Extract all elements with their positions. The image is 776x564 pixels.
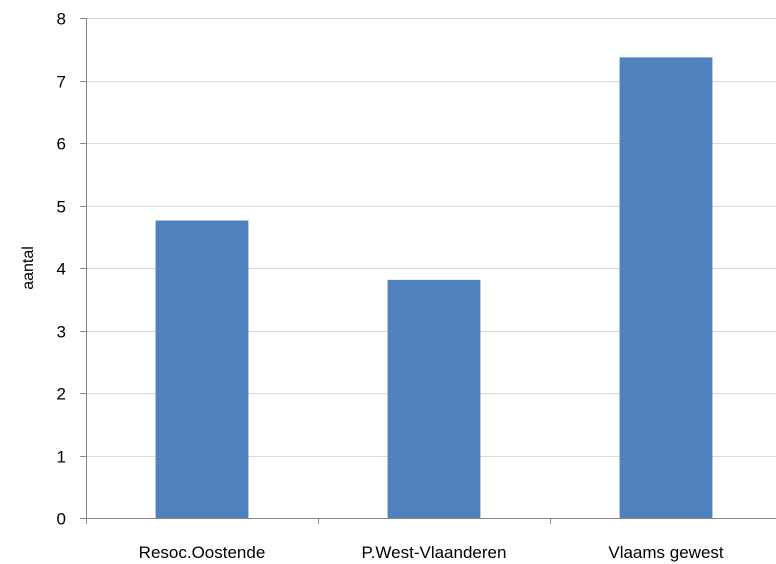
x-category-label: P.West-Vlaanderen (362, 543, 507, 562)
y-tick-label: 2 (57, 385, 66, 404)
y-tick-label: 1 (57, 448, 66, 467)
y-tick-label: 4 (57, 260, 66, 279)
y-tick-label: 3 (57, 323, 66, 342)
y-tick-label: 7 (57, 73, 66, 92)
y-tick-label: 8 (57, 10, 66, 29)
bar (619, 57, 713, 518)
y-tick-label: 6 (57, 135, 66, 154)
x-category-label: Vlaams gewest (608, 543, 724, 562)
bars (155, 57, 713, 518)
x-category-label: Resoc.Oostende (139, 543, 266, 562)
y-tick-label: 5 (57, 198, 66, 217)
y-axis: 0 1 2 3 4 5 6 7 8 (57, 10, 87, 529)
bar (387, 279, 481, 518)
bar (155, 220, 249, 518)
x-axis: Resoc.Oostende P.West-Vlaanderen Vlaams ge… (86, 518, 776, 562)
y-tick-label: 0 (57, 510, 66, 529)
y-axis-title: aantal (20, 246, 37, 290)
